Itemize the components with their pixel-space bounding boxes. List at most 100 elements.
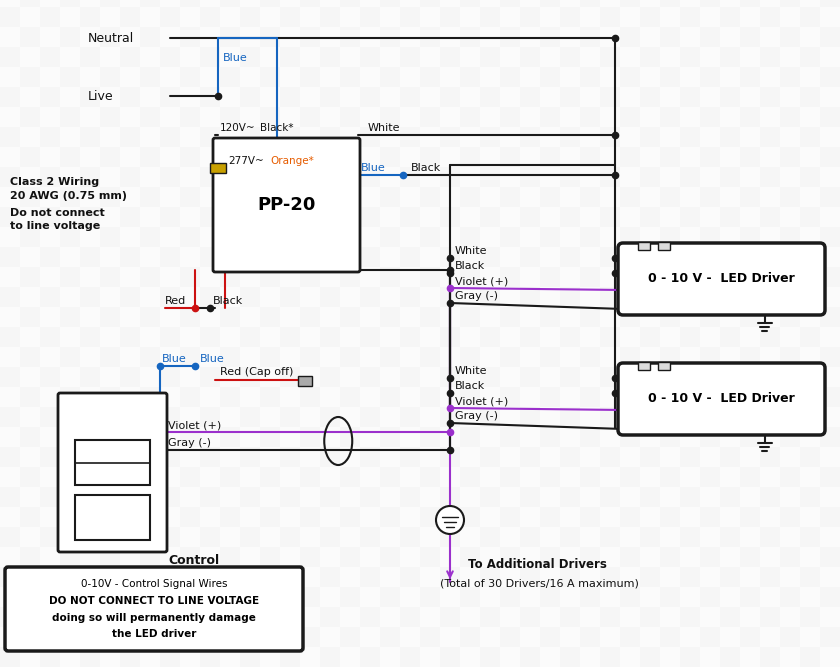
Bar [40,307,60,327]
Text: Gray (-): Gray (-) [455,291,498,301]
Bar [580,527,600,547]
Bar [780,307,800,327]
Bar [560,187,580,207]
Bar [600,87,620,107]
Bar [600,647,620,667]
Bar [680,7,700,27]
Bar [180,467,200,487]
Bar [20,7,40,27]
Bar [180,207,200,227]
Bar [0,427,20,447]
Bar [280,447,300,467]
Bar [300,267,320,287]
Bar [700,407,720,427]
Bar [0,587,20,607]
Bar [480,627,500,647]
Bar [400,247,420,267]
Bar [500,7,520,27]
Bar [620,367,640,387]
Bar [700,447,720,467]
Bar [800,127,820,147]
Bar [740,347,760,367]
Bar [100,307,120,327]
Bar [120,427,140,447]
Bar [680,227,700,247]
Bar [0,647,20,667]
Bar [260,47,280,67]
Bar [680,27,700,47]
Bar [260,387,280,407]
Bar [580,27,600,47]
Bar [500,467,520,487]
Bar [680,387,700,407]
Bar [720,287,740,307]
Bar [300,527,320,547]
Bar [240,427,260,447]
Bar [480,287,500,307]
Bar [200,547,220,567]
Bar [580,127,600,147]
Bar [120,467,140,487]
Bar [20,467,40,487]
Bar [760,607,780,627]
Bar [640,267,660,287]
Bar [20,167,40,187]
Bar [60,527,80,547]
Bar [420,27,440,47]
Bar [100,27,120,47]
Bar [420,627,440,647]
Bar [260,487,280,507]
Bar [360,367,380,387]
Bar [180,567,200,587]
Bar [760,27,780,47]
Bar [420,427,440,447]
Bar [540,527,560,547]
Bar [720,67,740,87]
Bar [760,307,780,327]
Text: Neutral: Neutral [88,31,134,45]
Bar [420,647,440,667]
Bar [320,507,340,527]
Bar [260,527,280,547]
Bar [340,67,360,87]
Bar [740,467,760,487]
Bar [620,387,640,407]
Bar [180,27,200,47]
Bar [160,407,180,427]
Bar [320,387,340,407]
Bar [820,147,840,167]
Bar [500,407,520,427]
Bar [658,362,670,370]
Bar [620,147,640,167]
Bar [100,167,120,187]
Bar [320,607,340,627]
Bar [780,367,800,387]
Bar [520,207,540,227]
Bar [800,367,820,387]
Bar [500,427,520,447]
Text: Blue: Blue [200,354,225,364]
Bar [460,67,480,87]
Bar [700,467,720,487]
Bar [120,147,140,167]
Bar [560,547,580,567]
Text: Red (Cap off): Red (Cap off) [220,367,293,377]
Bar [620,207,640,227]
Bar [420,107,440,127]
Bar [520,467,540,487]
Bar [720,167,740,187]
Bar [500,487,520,507]
Bar [620,287,640,307]
Bar [40,487,60,507]
Bar [260,0,280,7]
Bar [480,547,500,567]
Bar [800,267,820,287]
Bar [540,467,560,487]
Bar [0,287,20,307]
Bar [280,547,300,567]
Bar [460,287,480,307]
Bar [600,187,620,207]
Bar [80,207,100,227]
Bar [740,207,760,227]
Bar [800,647,820,667]
